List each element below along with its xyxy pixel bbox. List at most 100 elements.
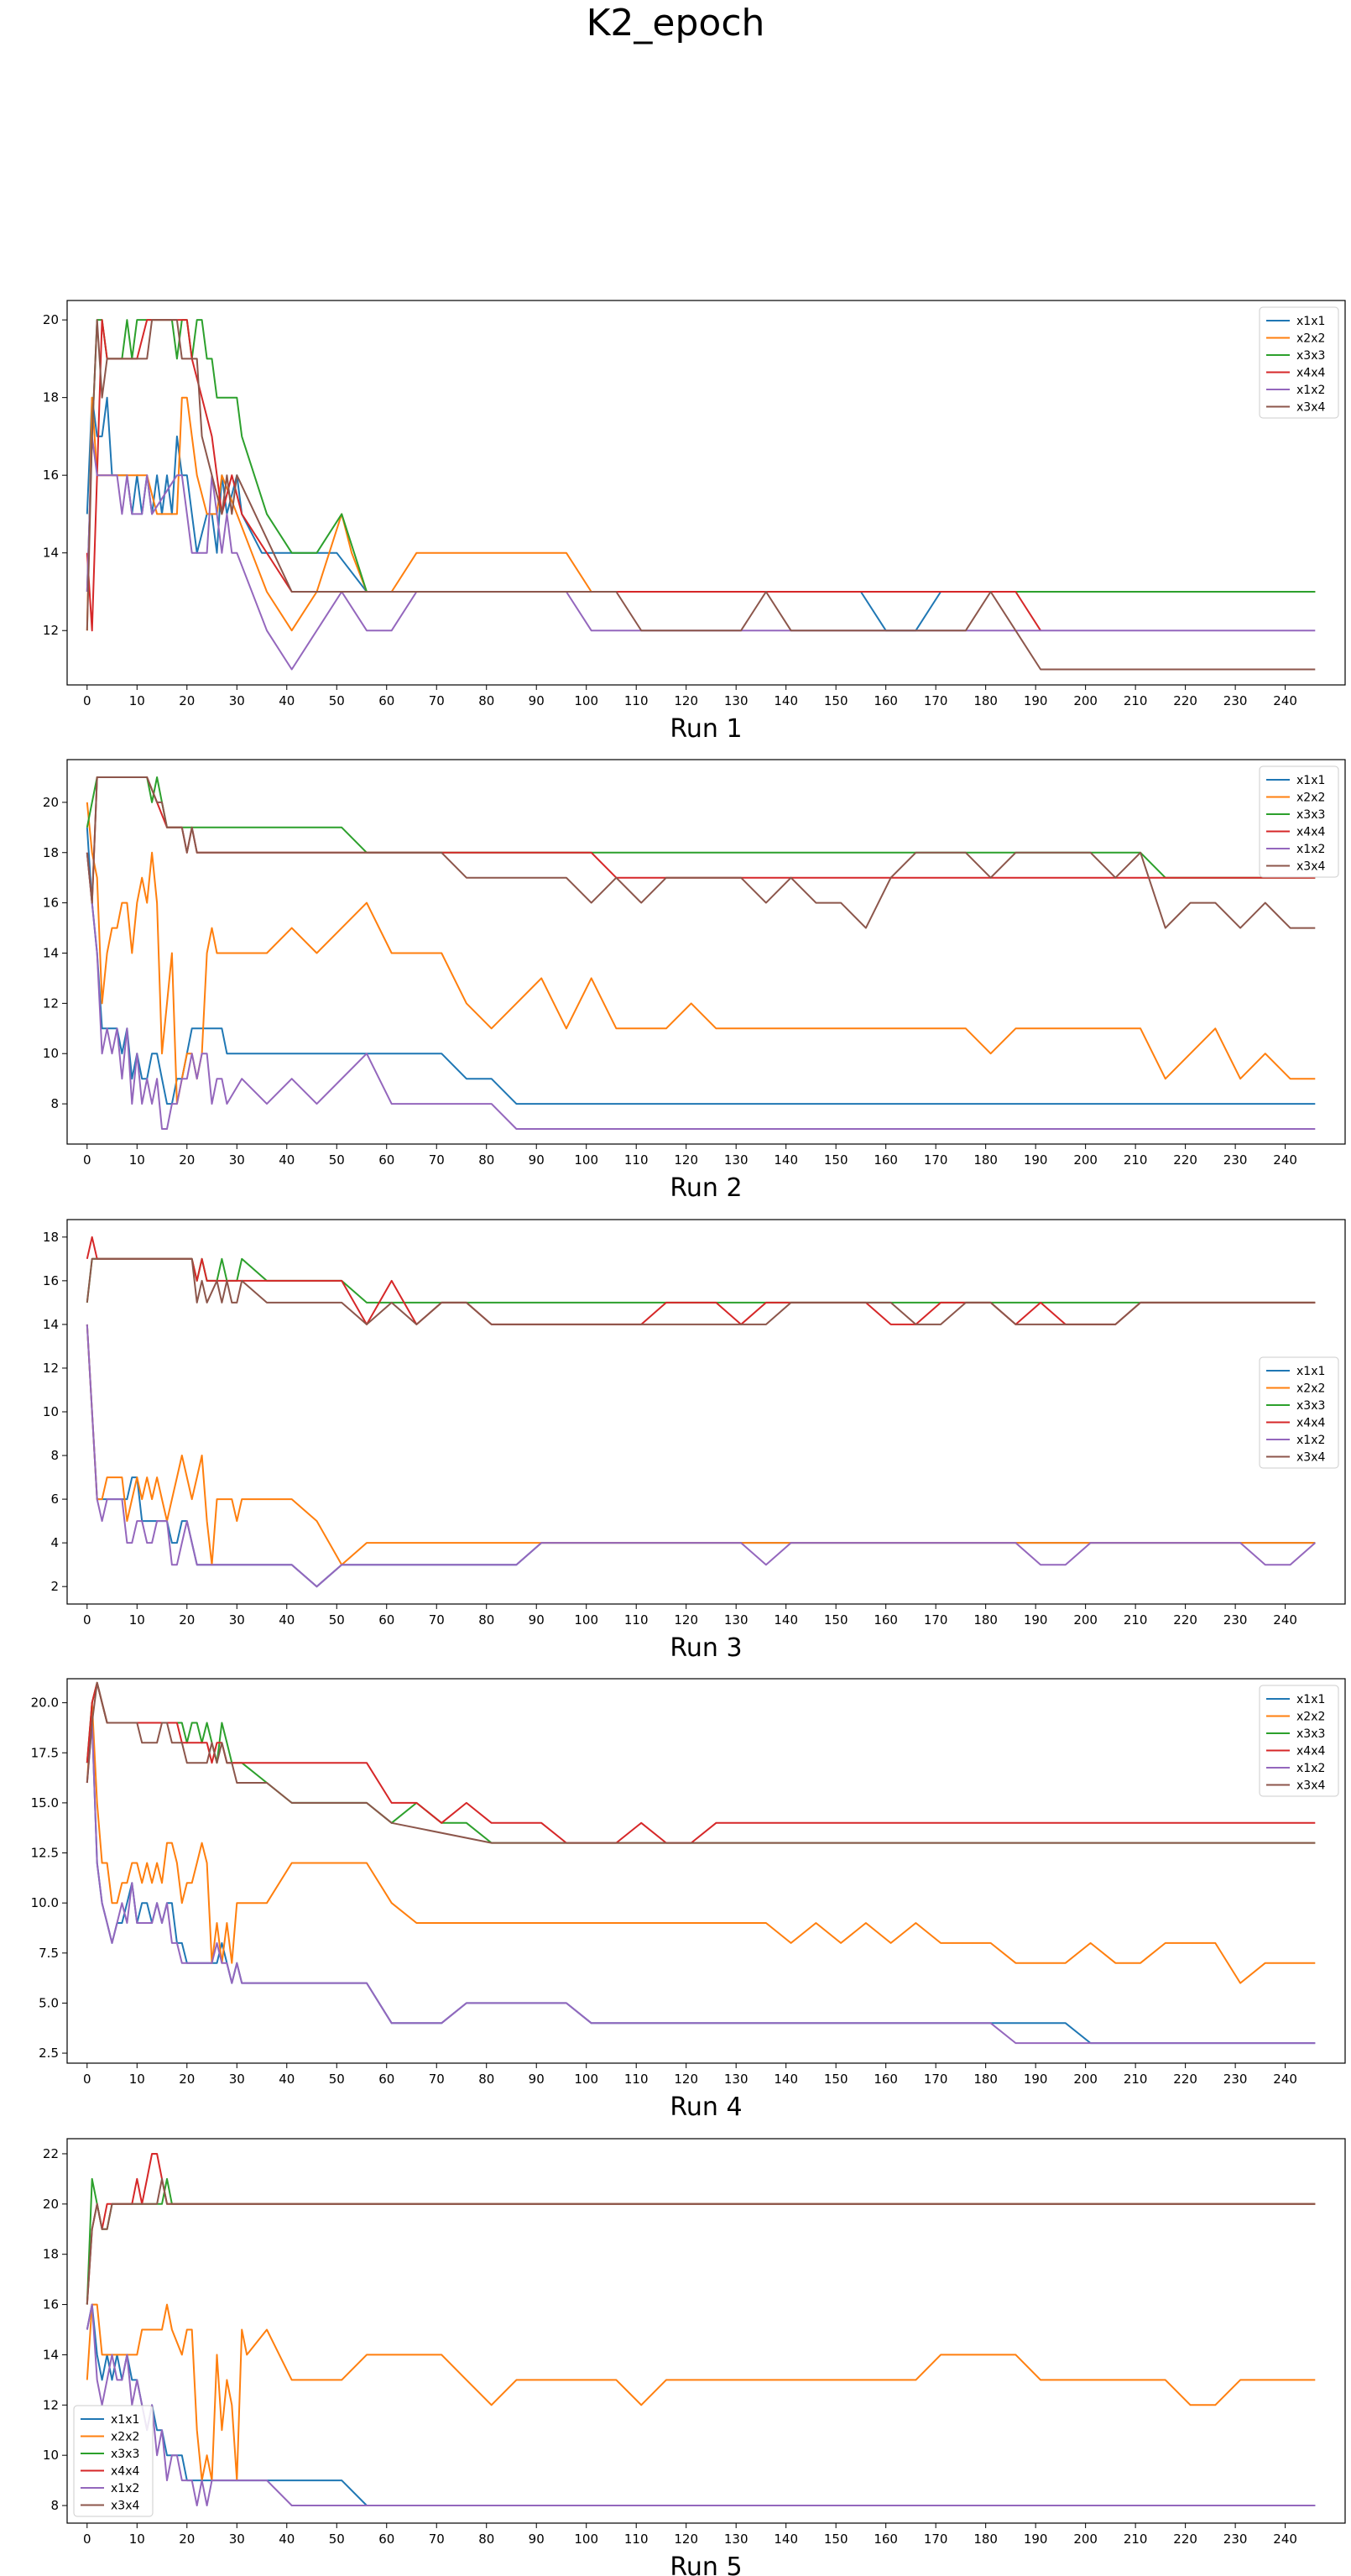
y-tick-label: 10.0	[31, 1895, 59, 1910]
x-tick-label: 180	[973, 693, 998, 708]
x-tick-label: 220	[1173, 2072, 1197, 2087]
chart-panel-3: 0 10 20 30 40 50 60 70 80 90 100 110 120 130 140 150 160…	[43, 1219, 1346, 1663]
x-tick-label: 170	[924, 2532, 948, 2547]
chart-panel-2: 0 10 20 30 40 50 60 70 80 90 100 110 120 130 140 150 160…	[43, 759, 1346, 1203]
x-tick-label: 50	[329, 693, 345, 708]
x-tick-label: 240	[1273, 2072, 1297, 2087]
x-tick-label: 0	[83, 2072, 91, 2087]
x-tick-label: 200	[1073, 2072, 1098, 2087]
x-tick-label: 40	[279, 1152, 295, 1168]
x-tick-label: 10	[129, 2532, 145, 2547]
legend-label: x1x1	[1296, 315, 1325, 328]
y-tick-label: 14	[43, 1317, 59, 1332]
legend-label: x1x2	[1296, 1762, 1325, 1775]
series-line-x3x4	[86, 1681, 1316, 1844]
x-tick-label: 110	[624, 1612, 649, 1628]
legend-label: x1x1	[1296, 1365, 1325, 1378]
x-tick-label: 130	[724, 1152, 749, 1168]
y-tick-label: 8	[50, 1448, 59, 1463]
legend-label: x1x2	[111, 2482, 139, 2495]
x-tick-label: 90	[529, 1612, 545, 1628]
x-tick-label: 230	[1223, 1612, 1248, 1628]
x-tick-label: 150	[824, 2532, 848, 2547]
x-tick-label: 30	[229, 693, 245, 708]
x-tick-label: 140	[774, 1152, 798, 1168]
x-tick-label: 230	[1223, 693, 1248, 708]
x-tick-label: 50	[329, 2072, 345, 2087]
x-tick-label: 210	[1124, 1612, 1148, 1628]
x-tick-label: 30	[229, 1152, 245, 1168]
x-tick-label: 190	[1024, 1152, 1048, 1168]
x-tick-label: 220	[1173, 693, 1197, 708]
x-tick-label: 210	[1124, 2532, 1148, 2547]
legend-label: x2x2	[111, 2431, 139, 2444]
y-tick-label: 10	[43, 2448, 59, 2463]
x-tick-label: 30	[229, 2072, 245, 2087]
x-tick-label: 40	[279, 2072, 295, 2087]
y-tick-label: 7.5	[39, 1946, 59, 1961]
y-tick-label: 16	[43, 2297, 59, 2312]
x-tick-label: 50	[329, 1612, 345, 1628]
legend-label: x1x1	[111, 2413, 139, 2427]
x-tick-label: 190	[1024, 2532, 1048, 2547]
legend-label: x4x4	[1296, 367, 1325, 380]
series-line-x1x2	[86, 1722, 1316, 2045]
x-tick-label: 170	[924, 1152, 948, 1168]
legend-label: x2x2	[1296, 332, 1325, 346]
x-axis-label: Run 1	[670, 714, 742, 744]
series-line-x3x3	[86, 319, 1316, 593]
y-tick-label: 14	[43, 2347, 59, 2362]
series-line-x4x4	[86, 319, 1041, 632]
y-tick-label: 6	[50, 1492, 59, 1507]
x-tick-label: 240	[1273, 1152, 1297, 1168]
y-tick-label: 18	[43, 1230, 59, 1245]
y-tick-label: 16	[43, 896, 59, 911]
x-axis-label: Run 5	[670, 2552, 742, 2576]
legend-label: x3x4	[1296, 401, 1325, 415]
x-tick-label: 10	[129, 1152, 145, 1168]
x-tick-label: 80	[478, 693, 494, 708]
x-tick-label: 10	[129, 693, 145, 708]
plot-frame	[66, 759, 1346, 1145]
y-tick-label: 20	[43, 312, 59, 327]
legend-label: x1x2	[1296, 384, 1325, 397]
x-tick-label: 90	[529, 2072, 545, 2087]
x-tick-label: 60	[378, 2072, 394, 2087]
x-tick-label: 40	[279, 2532, 295, 2547]
x-tick-label: 160	[874, 2532, 898, 2547]
x-tick-label: 20	[179, 693, 195, 708]
x-tick-label: 100	[574, 693, 598, 708]
x-tick-label: 90	[529, 2532, 545, 2547]
x-axis-label: Run 2	[670, 1173, 742, 1203]
x-tick-label: 150	[824, 2072, 848, 2087]
x-tick-label: 170	[924, 1612, 948, 1628]
series-line-x2x2	[86, 1324, 1316, 1566]
x-tick-label: 40	[279, 1612, 295, 1628]
series-line-x4x4	[86, 1681, 1316, 1844]
y-tick-label: 17.5	[31, 1745, 59, 1760]
x-tick-label: 240	[1273, 2532, 1297, 2547]
series-line-x1x1	[86, 1722, 1316, 2045]
x-tick-label: 200	[1073, 1152, 1098, 1168]
x-tick-label: 40	[279, 693, 295, 708]
chart-panel-5: 0 10 20 30 40 50 60 70 80 90 100 110 120 130 140 150 160…	[43, 2138, 1346, 2576]
x-tick-label: 230	[1223, 2532, 1248, 2547]
chart-panel-1: 0 10 20 30 40 50 60 70 80 90 100 110 120 130 140 150 160…	[43, 300, 1346, 744]
series-line-x1x1	[86, 827, 1316, 1105]
x-tick-label: 160	[874, 1612, 898, 1628]
x-tick-label: 220	[1173, 1152, 1197, 1168]
x-tick-label: 150	[824, 1612, 848, 1628]
x-tick-label: 120	[674, 1612, 698, 1628]
x-tick-label: 120	[674, 693, 698, 708]
y-tick-label: 22	[43, 2146, 59, 2161]
x-tick-label: 150	[824, 1152, 848, 1168]
x-tick-label: 60	[378, 2532, 394, 2547]
x-tick-label: 240	[1273, 1612, 1297, 1628]
y-tick-label: 12	[43, 1361, 59, 1376]
x-tick-label: 220	[1173, 2532, 1197, 2547]
x-tick-label: 70	[429, 693, 445, 708]
x-tick-label: 50	[329, 2532, 345, 2547]
x-tick-label: 160	[874, 2072, 898, 2087]
